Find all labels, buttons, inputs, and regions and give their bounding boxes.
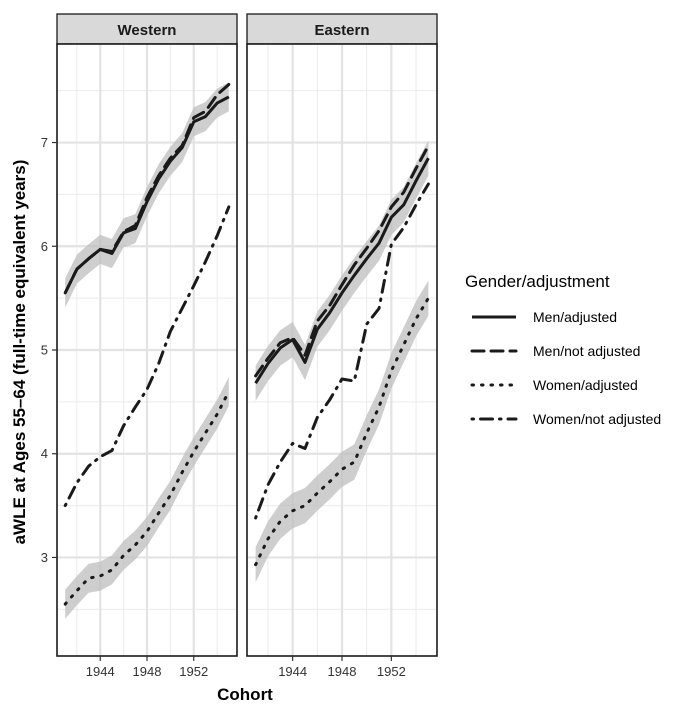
series-line-women_not [254,182,430,520]
y-tick-label: 3 [41,550,48,565]
legend-label: Men/not adjusted [533,343,640,359]
legend: Gender/adjustment Men/adjusted Men/not ad… [465,272,661,427]
y-tick-label: 6 [41,239,48,254]
series-line-women_adj [254,296,430,567]
x-axis-title: Cohort [217,685,273,704]
legend-label: Men/adjusted [533,309,617,325]
series-line-women_not [63,205,231,508]
legend-title: Gender/adjustment [465,272,610,291]
x-tick-label: 1948 [133,664,162,679]
legend-items: Men/adjusted Men/not adjusted Women/adjust… [470,309,661,427]
panels: Western Eastern [56,13,438,657]
y-axis: 3 4 5 6 7 [41,135,57,565]
series-line-men_adj [254,157,430,384]
y-axis-title: aWLE at Ages 55–64 (full-time equivalent… [10,160,29,545]
legend-item-men_adj: Men/adjusted [472,309,617,325]
y-tick-label: 7 [41,135,48,150]
panel-strip [246,13,438,45]
panel-strip-label: Western [118,22,177,39]
ribbon-women_adj [255,280,429,583]
series-line-men_not [63,83,231,295]
y-tick-label: 5 [41,343,48,358]
ribbon-men_adj [255,140,429,401]
legend-item-women_adj: Women/adjusted [470,377,638,393]
ribbon-women_adj [65,377,229,619]
legend-item-men_not: Men/not adjusted [470,343,640,359]
legend-label: Women/adjusted [533,377,638,393]
x-tick-label: 1944 [278,664,307,679]
panel-strip [56,13,238,45]
x-tick-label: 1948 [328,664,357,679]
panel-western: Western [56,13,238,657]
x-axis: 1944 1948 1952 1944 1948 1952 [86,656,406,679]
legend-item-women_not: Women/not adjusted [470,411,661,427]
legend-label: Women/not adjusted [533,411,661,427]
panel-strip-label: Eastern [314,22,369,39]
panel-eastern: Eastern [246,13,438,657]
x-tick-label: 1944 [86,664,115,679]
y-tick-label: 4 [41,446,48,461]
grid [247,44,437,656]
x-tick-label: 1952 [179,664,208,679]
series-line-women_adj [63,390,231,606]
x-tick-label: 1952 [377,664,406,679]
series-line-men_not [254,144,430,378]
